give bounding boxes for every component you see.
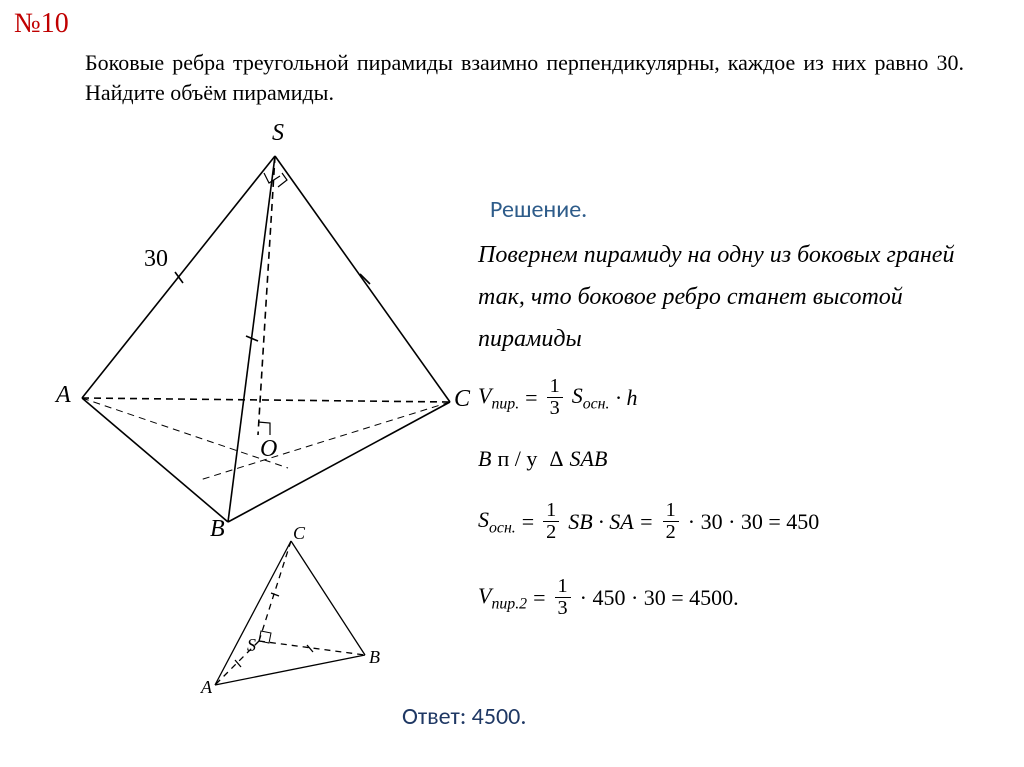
edge-length-label: 30 bbox=[144, 246, 168, 273]
problem-text: Боковые ребра треугольной пирамиды взаим… bbox=[85, 48, 964, 107]
solution-explanation: Повернем пирамиду на одну из боковых гра… bbox=[478, 234, 984, 360]
vertex-label-A: A bbox=[56, 382, 71, 409]
solution-heading: Решение. bbox=[490, 195, 587, 224]
formula-triangle-note: В п / у ΔSAB bbox=[478, 446, 607, 472]
vertex-label-O: O bbox=[260, 436, 277, 463]
answer-text: Ответ: 4500. bbox=[402, 702, 526, 731]
main-pyramid-svg bbox=[50, 120, 460, 540]
small-pyramid-svg bbox=[175, 525, 385, 695]
formula-base-area: Sосн. = 12 SB · SA = 12 · 30 · 30 = 450 bbox=[478, 500, 819, 543]
small-pyramid-figure: S A B C bbox=[175, 525, 385, 695]
formula-volume-result: Vпир.2 = 13 · 450 · 30 = 4500. bbox=[478, 576, 739, 619]
small-vertex-C: C bbox=[293, 523, 305, 544]
main-pyramid-figure: S A C B O 30 bbox=[50, 120, 460, 540]
vertex-label-C: C bbox=[454, 386, 470, 413]
vertex-label-S: S bbox=[272, 120, 284, 147]
small-vertex-A: A bbox=[201, 677, 212, 698]
small-vertex-B: B bbox=[369, 647, 380, 668]
small-vertex-S: S bbox=[247, 635, 256, 656]
formula-volume: Vпир. = 13 Sосн. · h bbox=[478, 376, 637, 419]
problem-number: №10 bbox=[14, 8, 69, 40]
